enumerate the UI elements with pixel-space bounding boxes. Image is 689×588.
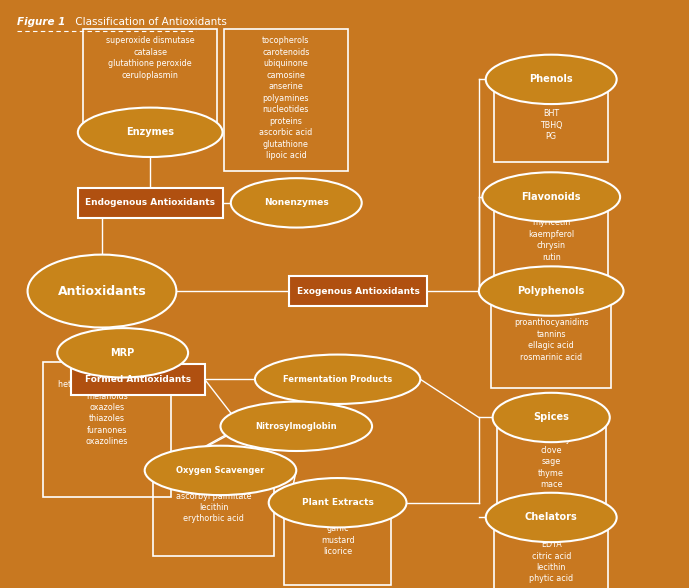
Text: Figure 1: Figure 1 (17, 17, 65, 27)
Ellipse shape (78, 108, 223, 157)
Text: Formed Antioxidants: Formed Antioxidants (85, 375, 191, 384)
Text: Spices: Spices (533, 412, 569, 423)
Text: Endogenous Antioxidants: Endogenous Antioxidants (85, 198, 215, 208)
Text: Flavonoids: Flavonoids (522, 192, 581, 202)
Text: polyphosphate
EDTA
citric acid
lecithin
phytic acid: polyphosphate EDTA citric acid lecithin … (522, 529, 581, 583)
Text: Polyphenols: Polyphenols (517, 286, 585, 296)
Ellipse shape (269, 478, 407, 527)
Ellipse shape (486, 55, 617, 104)
Text: Plant Extracts: Plant Extracts (302, 498, 373, 507)
Text: Oxygen Scavenger: Oxygen Scavenger (176, 466, 265, 475)
Text: sulfites
ascorbate
ascorbyl palmitate
lecithin
erythorbic acid: sulfites ascorbate ascorbyl palmitate le… (176, 469, 251, 523)
Text: catechins
proanthocyanidins
tannins
ellagic acid
rosmarinic acid: catechins proanthocyanidins tannins ella… (514, 307, 588, 362)
Text: reductones
heterocyclic compounds
melanoids
oxazoles
thiazoles
furanones
oxazoli: reductones heterocyclic compounds melano… (58, 369, 156, 446)
Ellipse shape (220, 402, 372, 451)
Ellipse shape (231, 178, 362, 228)
Text: Enzymes: Enzymes (126, 127, 174, 138)
Text: superoxide dismutase
catalase
glutathione peroxide
ceruloplasmin: superoxide dismutase catalase glutathion… (106, 36, 194, 80)
Text: Phenols: Phenols (529, 74, 573, 85)
Text: Exogenous Antioxidants: Exogenous Antioxidants (297, 286, 420, 296)
FancyBboxPatch shape (71, 364, 205, 395)
Ellipse shape (479, 266, 624, 316)
Text: Chelators: Chelators (525, 512, 577, 523)
Text: Antioxidants: Antioxidants (58, 285, 146, 298)
Ellipse shape (145, 446, 296, 495)
Text: tea
nutmeg
garlic
mustard
licorice: tea nutmeg garlic mustard licorice (321, 501, 354, 556)
Text: Classification of Antioxidants: Classification of Antioxidants (72, 17, 227, 27)
Text: MRP: MRP (110, 348, 135, 358)
Text: tocopherol
BHA
BHT
TBHQ
PG: tocopherol BHA BHT TBHQ PG (530, 86, 573, 141)
Ellipse shape (255, 355, 420, 404)
Ellipse shape (493, 393, 610, 442)
Text: quercetin
myricetin
kaempferol
chrysin
rutin: quercetin myricetin kaempferol chrysin r… (528, 207, 574, 262)
Text: Fermentation Products: Fermentation Products (283, 375, 392, 384)
Text: Nonenzymes: Nonenzymes (264, 198, 329, 208)
Ellipse shape (57, 328, 188, 377)
Text: rosemary
clove
sage
thyme
mace: rosemary clove sage thyme mace (532, 435, 570, 489)
Ellipse shape (482, 172, 620, 222)
Text: NitrosyImoglobin: NitrosyImoglobin (256, 422, 337, 431)
FancyBboxPatch shape (289, 276, 427, 306)
FancyBboxPatch shape (78, 188, 223, 218)
Text: tocopherols
carotenoids
ubiquinone
camosine
anserine
polyamines
nucleotides
prot: tocopherols carotenoids ubiquinone camos… (259, 36, 313, 160)
Ellipse shape (28, 255, 176, 328)
Ellipse shape (486, 493, 617, 542)
